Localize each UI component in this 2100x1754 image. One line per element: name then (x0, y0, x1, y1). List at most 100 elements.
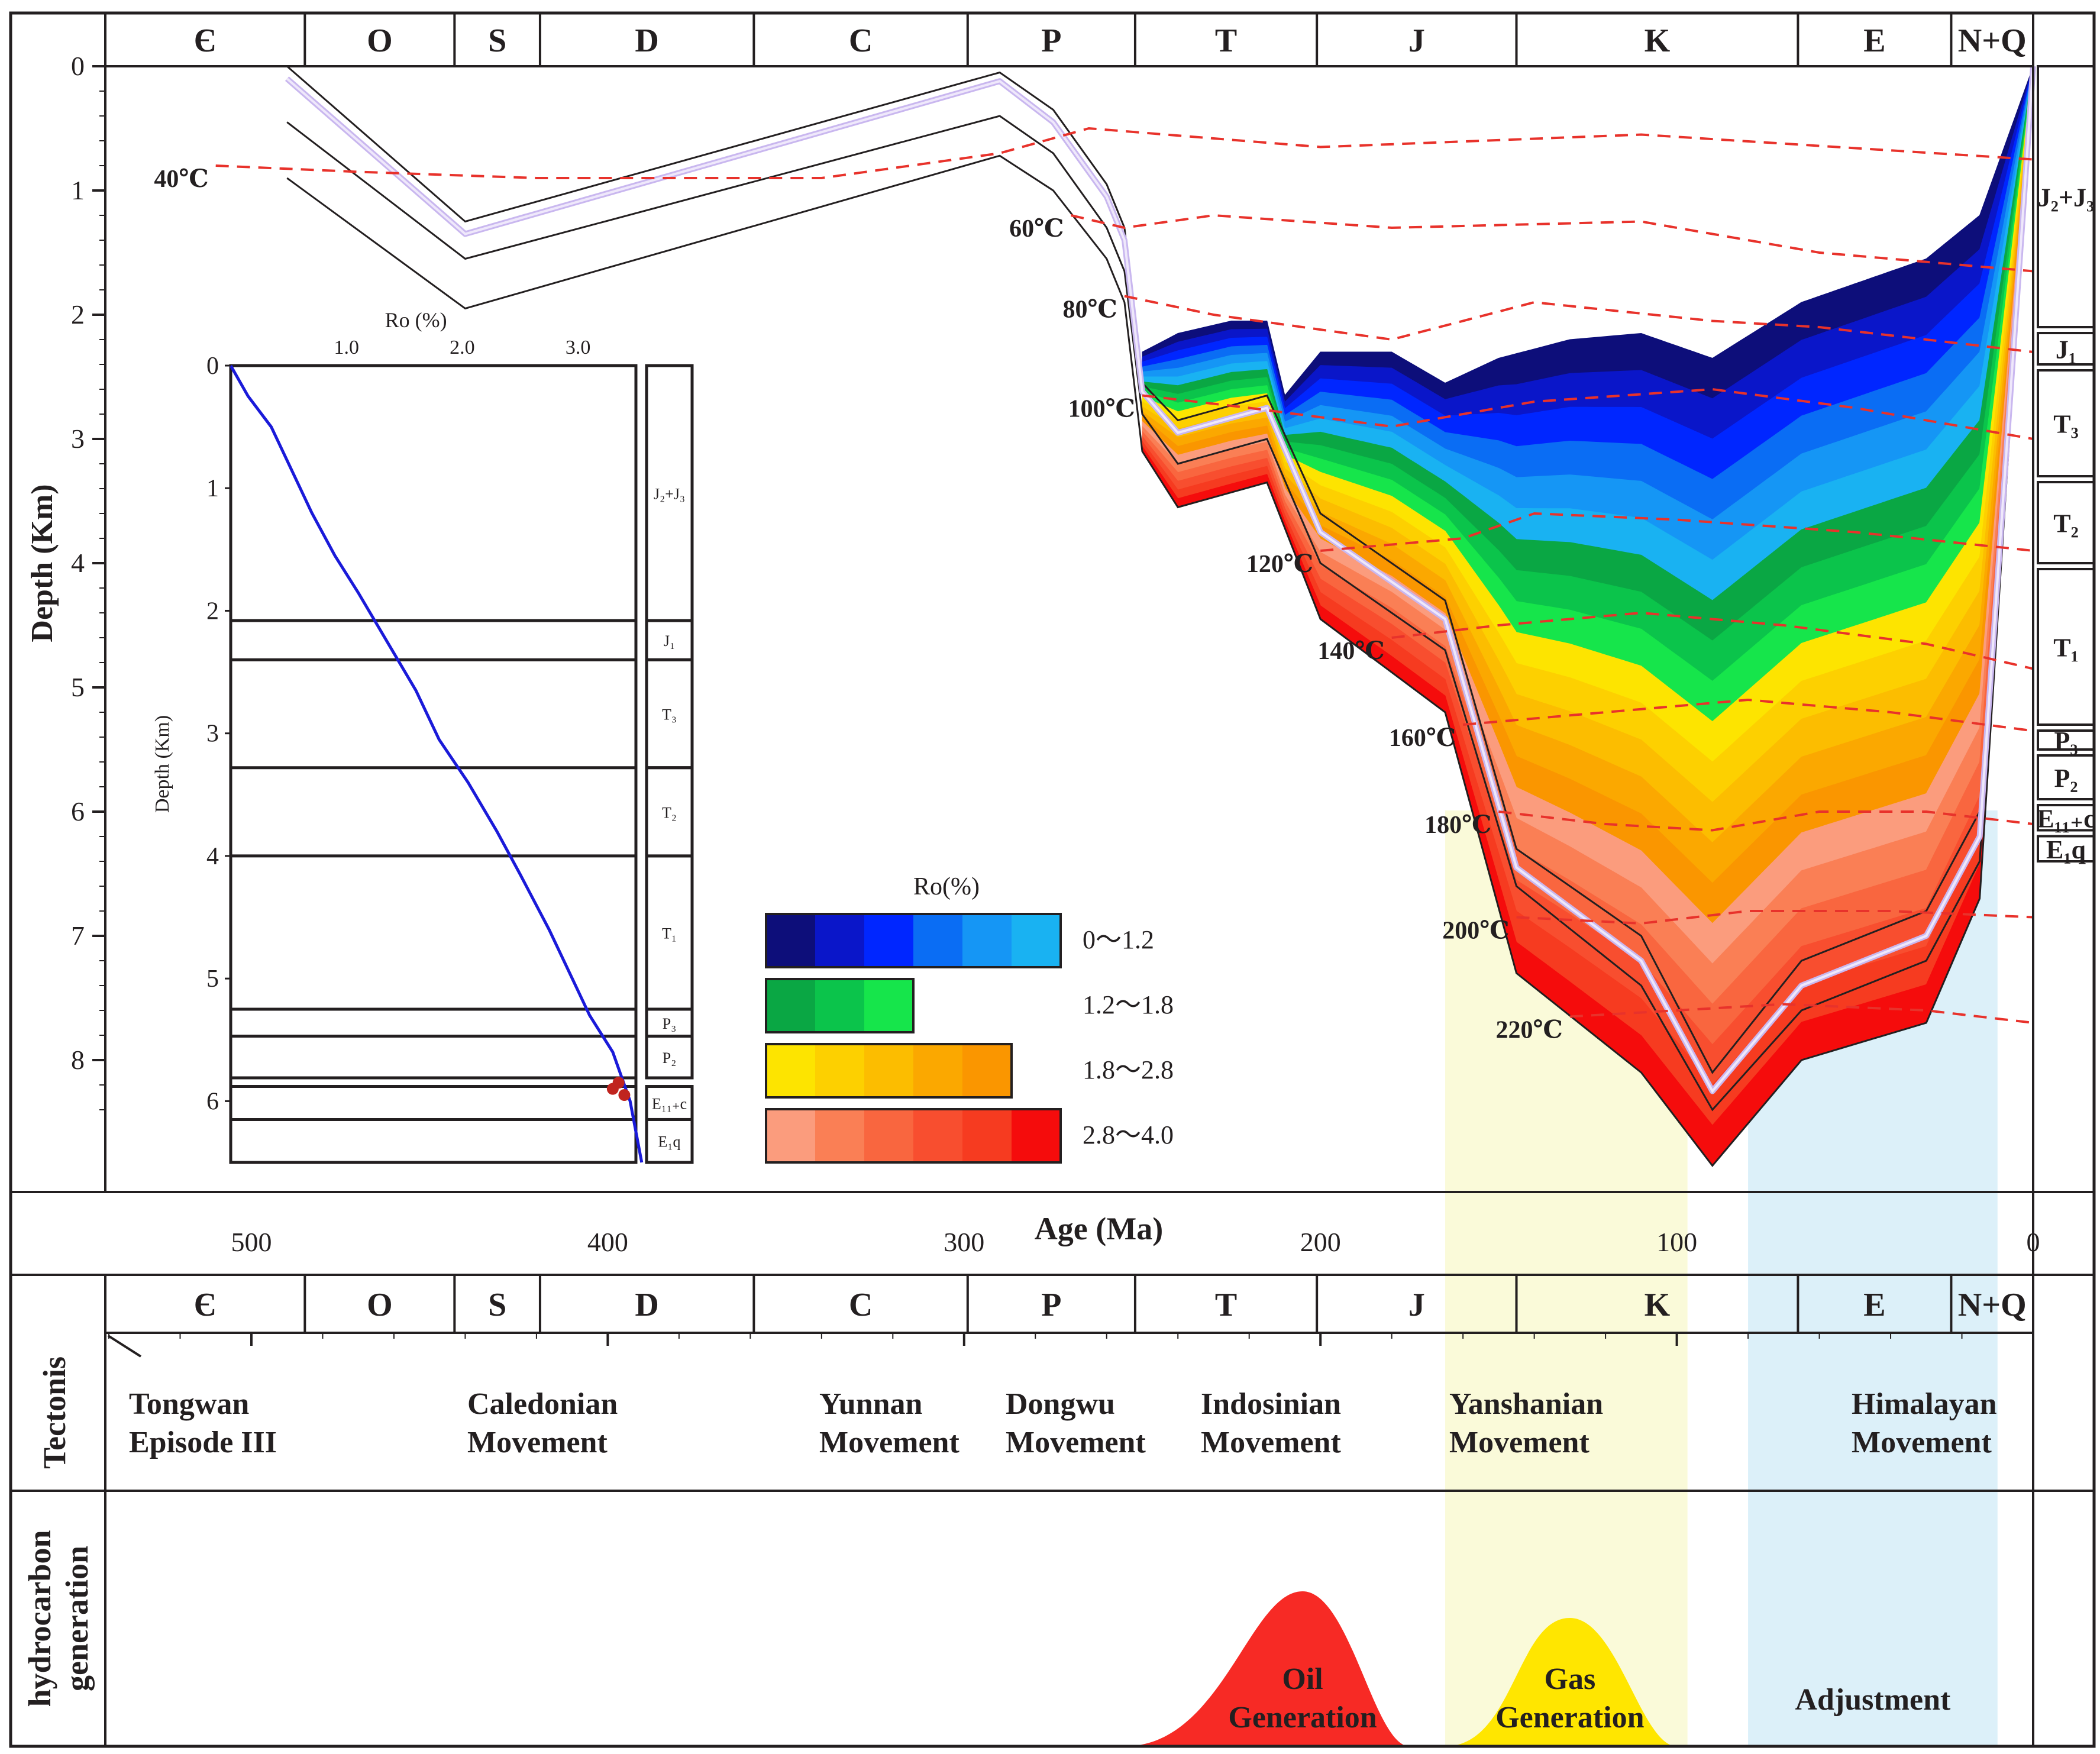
y-tick-label-8: 8 (71, 1045, 85, 1075)
period-mid-label-7: J (1408, 1287, 1425, 1323)
ro-legend-title: Ro(%) (913, 873, 980, 900)
burial-history-plot: 40℃ 60℃ 80℃ 100℃ 120℃ 140℃ 160℃ 180℃ 200℃ 220℃ (154, 65, 2036, 1167)
tectonic-event-1: Caledonian (467, 1387, 618, 1421)
isotherm-3 (1142, 387, 2034, 440)
isotherm-1 (1071, 214, 2034, 273)
ro-swatch-2-4 (962, 1044, 1012, 1097)
ro-swatch-3-0 (766, 1109, 815, 1162)
tectonic-event-line2-0: Episode III (129, 1426, 277, 1459)
frame-lines: Є O S D C P T J K E N+Q Є O S D C P T J K E N+Q 0 1 2 3 4 5 6 7 8 Depth… (9, 11, 2096, 1748)
tectonic-event-line2-1: Movement (467, 1426, 608, 1459)
inset-x-tick-2: 3.0 (566, 337, 591, 358)
tectonic-event-4: Indosinian (1201, 1387, 1341, 1421)
y-axis-title: Depth (Km) (25, 484, 59, 642)
ro-swatch-2-2 (864, 1044, 913, 1097)
ro-swatch-1-0 (766, 979, 815, 1032)
y-tick-label-6: 6 (71, 796, 85, 826)
hydrocarbon-row-label: hydrocarbon (22, 1530, 57, 1707)
ro-swatch-3-4 (962, 1109, 1012, 1162)
ro-legend: Ro(%) 0～1.2 1.2～1.8 1.8～2.8 2.8～4.0 (765, 873, 1174, 1164)
ro-swatch-2-0 (766, 1044, 815, 1097)
y-tick-label-1: 1 (71, 175, 85, 205)
tectonics-row-label: Tectonis (37, 1356, 72, 1469)
period-mid-label-5: P (1041, 1287, 1061, 1323)
inset-frame (229, 364, 638, 1164)
period-mid-label-3: D (635, 1287, 658, 1323)
period-mid-label-6: T (1215, 1287, 1237, 1323)
tectonic-event-line2-3: Movement (1006, 1426, 1146, 1459)
strata-label-6: P₂ (2054, 764, 2078, 793)
isotherm-7 (1498, 810, 2034, 832)
period-mid-label-1: O (367, 1287, 393, 1323)
inset-strata-label-3: T₂ (662, 804, 677, 821)
ro-sample-2 (612, 1077, 625, 1089)
generation-label-1: Gas (1545, 1662, 1596, 1696)
y-tick-label-4: 4 (71, 548, 85, 578)
y-tick-label-2: 2 (71, 299, 85, 330)
tectonic-event-5: Yanshanian (1449, 1387, 1603, 1421)
ro-swatch-0-4 (962, 914, 1012, 967)
ro-swatch-0-5 (1012, 914, 1061, 967)
period-top-label-9: E (1863, 22, 1885, 59)
inset-y-tick-label-2: 2 (206, 597, 219, 625)
ro-swatch-border-0 (765, 913, 1062, 968)
generation-peak-0 (1124, 1591, 1410, 1746)
inset-y-tick-label-0: 0 (206, 353, 219, 380)
ro-swatch-3-2 (864, 1109, 913, 1162)
ro-swatch-border-2 (765, 1043, 1013, 1099)
isotherm-label-6: 160℃ (1389, 725, 1456, 752)
ro-swatch-2-3 (913, 1044, 962, 1097)
period-top-label-1: O (367, 22, 393, 59)
ro-swatch-0-0 (766, 914, 815, 967)
period-mid-row (104, 1274, 2034, 1334)
period-mid-label-0: Є (194, 1287, 217, 1323)
strata-label-2: T₃ (2053, 410, 2079, 439)
generation-label2-0: Generation (1228, 1701, 1377, 1734)
inset-strata-label-8: E₁q (658, 1133, 681, 1151)
hydrocarbon-row-label-2: generation (59, 1546, 95, 1691)
ro-swatch-border-1 (765, 978, 915, 1033)
ro-swatch-2-1 (815, 1044, 864, 1097)
ro-swatch-0-2 (864, 914, 913, 967)
x-axis-title: Age (Ma) (1035, 1211, 1163, 1246)
tectonic-event-line2-4: Movement (1201, 1426, 1341, 1459)
isotherm-label-0: 40℃ (154, 166, 208, 193)
period-top-label-0: Є (194, 22, 217, 59)
generation-peak-1 (1445, 1618, 1677, 1746)
ro-swatch-border-3 (765, 1108, 1062, 1164)
burial-curve-0 (286, 65, 2034, 1074)
ro-swatch-3-3 (913, 1109, 962, 1162)
strata-label-8: E₁q (2046, 835, 2086, 864)
tectonic-event-line2-2: Movement (819, 1426, 959, 1459)
period-mid-label-4: C (849, 1287, 873, 1323)
tectonic-event-line2-5: Movement (1449, 1426, 1589, 1459)
y-tick-label-0: 0 (71, 51, 85, 81)
timeline-panels: Tongwan Episode III Caledonian Movement Yunn… (22, 1356, 1997, 1746)
ro-swatch-0-3 (913, 914, 962, 967)
strata-label-7: E₁₁₊c (2037, 804, 2095, 833)
inset-y-tick-label-3: 3 (206, 721, 219, 748)
x-tick-label-1: 400 (587, 1227, 628, 1257)
isotherm-6 (1463, 698, 2034, 732)
isotherm-label-1: 60℃ (1009, 215, 1064, 243)
inset-strata-box-6 (645, 1035, 694, 1080)
inset-strata-label-4: T₁ (662, 925, 677, 942)
ro-depth-inset: 1.0 2.0 3.0 Ro (%) 0 1 2 3 4 5 6 Depth (Km) J₂+J₃ J₁ T… (151, 308, 694, 1164)
period-top-label-10: N+Q (1958, 22, 2027, 59)
ro-swatch-3-5 (1012, 1109, 1061, 1162)
burial-curve-3 (286, 66, 2034, 1167)
x-tick-label-0: 500 (231, 1227, 272, 1257)
strata-label-4: T₁ (2053, 634, 2079, 663)
period-top-label-7: J (1408, 22, 1425, 59)
inset-y-tick-label-6: 6 (206, 1088, 219, 1115)
period-top-label-3: D (635, 22, 658, 59)
ro-range-label-1: 1.2～1.8 (1083, 990, 1174, 1019)
isotherm-4 (1320, 512, 2034, 552)
strata-label-1: J₁ (2056, 335, 2076, 364)
hydrocarbon-row (104, 1490, 2034, 1747)
inset-x-tick-1: 2.0 (450, 337, 475, 358)
ro-range-label-0: 0～1.2 (1083, 925, 1154, 954)
period-mid-label-10: N+Q (1958, 1287, 2027, 1323)
ro-depth-line (229, 364, 644, 1163)
ro-swatch-1-2 (864, 979, 913, 1032)
